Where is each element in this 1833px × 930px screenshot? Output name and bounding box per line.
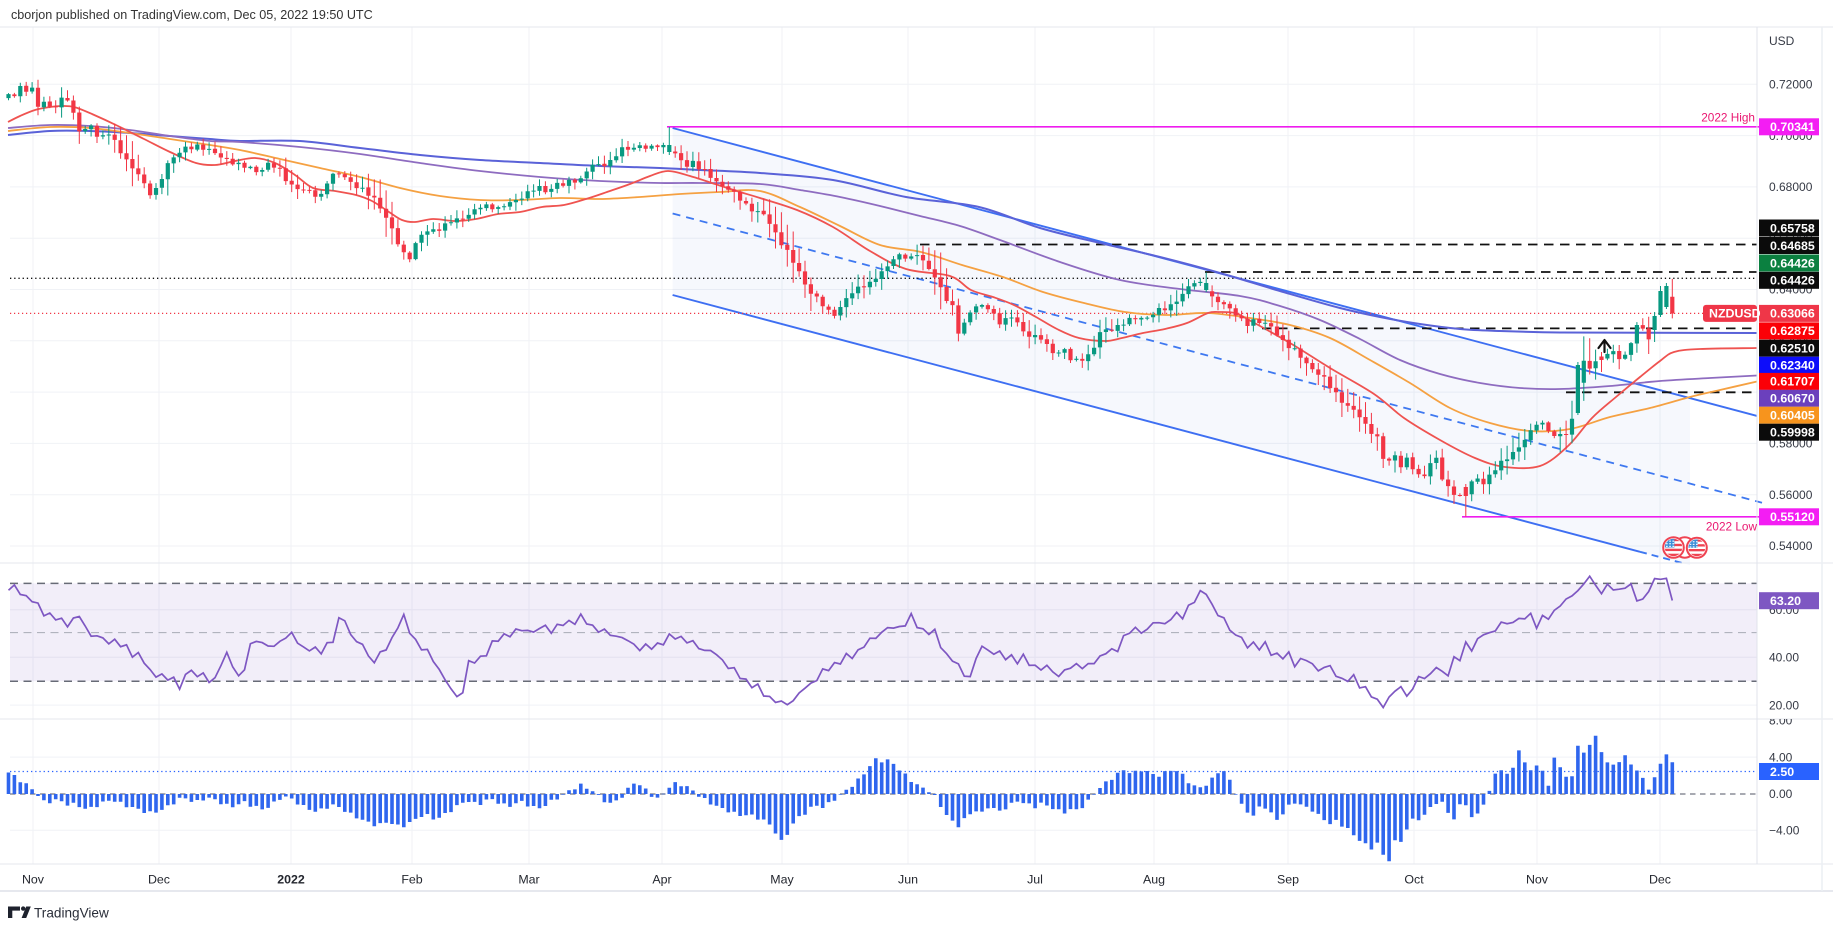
svg-text:Jun: Jun [898,873,918,887]
svg-text:Aug: Aug [1143,873,1165,887]
svg-text:2022: 2022 [277,873,305,887]
svg-text:Dec: Dec [1649,873,1671,887]
svg-text:0.59998: 0.59998 [1770,426,1815,440]
svg-text:0.62340: 0.62340 [1770,359,1815,373]
svg-text:0.62875: 0.62875 [1770,324,1815,338]
svg-text:Jul: Jul [1027,873,1043,887]
svg-text:2.50: 2.50 [1770,765,1794,779]
svg-text:NZDUSD: NZDUSD [1709,307,1761,321]
svg-text:0.60405: 0.60405 [1770,409,1815,423]
svg-text:0.68000: 0.68000 [1769,180,1813,194]
svg-text:40.00: 40.00 [1769,651,1799,665]
svg-text:2022 Low: 2022 Low [1706,520,1758,534]
svg-text:0.54000: 0.54000 [1769,539,1813,553]
svg-text:Sep: Sep [1277,873,1299,887]
svg-text:Feb: Feb [401,873,422,887]
svg-text:0.65758: 0.65758 [1770,221,1815,235]
svg-text:0.55120: 0.55120 [1770,510,1815,524]
svg-text:20.00: 20.00 [1769,698,1799,712]
svg-text:0.72000: 0.72000 [1769,78,1813,92]
svg-text:0.61707: 0.61707 [1770,375,1815,389]
svg-text:Mar: Mar [518,873,539,887]
svg-text:0.70341: 0.70341 [1770,120,1815,134]
svg-text:0.56000: 0.56000 [1769,488,1813,502]
svg-text:TradingView: TradingView [34,906,109,921]
svg-text:0.64426: 0.64426 [1770,256,1815,270]
svg-text:63.20: 63.20 [1770,594,1801,608]
svg-text:May: May [770,873,794,887]
svg-text:4.00: 4.00 [1769,750,1793,764]
svg-text:0.00: 0.00 [1769,787,1793,801]
svg-text:Nov: Nov [1526,873,1549,887]
svg-text:cborjon published on TradingVi: cborjon published on TradingView.com, De… [11,8,373,22]
svg-text:USD: USD [1769,34,1795,48]
svg-text:−4.00: −4.00 [1769,824,1800,838]
svg-text:0.60670: 0.60670 [1770,392,1815,406]
svg-text:Apr: Apr [652,873,671,887]
svg-text:2022 High: 2022 High [1701,111,1755,125]
svg-text:8.00: 8.00 [1769,714,1793,728]
svg-text:0.63066: 0.63066 [1770,307,1815,321]
svg-text:Nov: Nov [22,873,45,887]
svg-text:Dec: Dec [148,873,170,887]
svg-text:0.64685: 0.64685 [1770,239,1815,253]
svg-text:0.64426: 0.64426 [1770,274,1815,288]
svg-text:Oct: Oct [1404,873,1424,887]
svg-text:0.62510: 0.62510 [1770,342,1815,356]
